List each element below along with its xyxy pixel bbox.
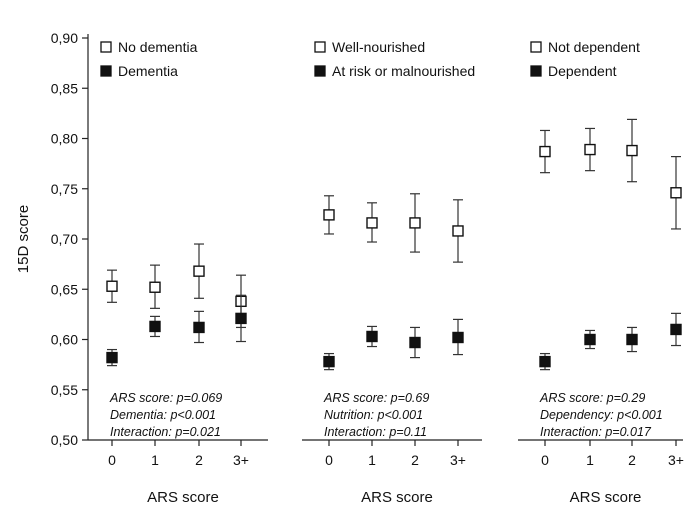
x-axis-label: ARS score [570,489,642,506]
filled-square-point [670,323,682,336]
stats-annotation: Dementia: p<0.001 [110,408,216,422]
open-square-point [193,265,205,277]
x-tick-label: 2 [628,452,636,468]
y-tick-label: 0,60 [51,332,78,348]
x-tick-label: 1 [368,452,376,468]
legend-label: Not dependent [548,39,640,55]
stats-annotation: ARS score: p=0.29 [539,391,645,405]
stats-annotation: Dependency: p<0.001 [540,408,663,422]
legend-label: Dementia [118,63,178,79]
y-tick-label: 0,80 [51,131,78,147]
open-square-point [670,187,682,199]
legend-marker [314,41,326,53]
x-axis-label: ARS score [361,489,433,506]
open-square-point [106,280,118,292]
x-tick-label: 3+ [668,452,684,468]
x-tick-label: 0 [541,452,549,468]
y-axis-label: 15D score [15,205,32,273]
legend-marker [314,65,326,77]
open-square-point [149,281,161,293]
legend-label: At risk or malnourished [332,63,475,79]
filled-square-point [323,355,335,368]
y-tick-label: 0,75 [51,181,78,197]
axes-layer [82,34,683,446]
filled-square-point [539,355,551,368]
legend-label: No dementia [118,39,198,55]
y-tick-label: 0,85 [51,80,78,96]
y-tick-label: 0,50 [51,432,78,448]
filled-square-point [452,331,464,344]
x-tick-label: 1 [151,452,159,468]
filled-square-point [584,333,596,346]
y-tick-label: 0,90 [51,30,78,46]
x-tick-label: 0 [325,452,333,468]
x-tick-label: 0 [108,452,116,468]
open-square-point [366,217,378,229]
filled-square-point [409,336,421,349]
open-square-point [584,143,596,156]
x-tick-label: 2 [195,452,203,468]
legend-label: Dependent [548,63,617,79]
legend-marker [530,41,542,53]
x-axis-label: ARS score [147,489,219,506]
open-square-point [626,144,638,157]
stats-annotation: ARS score: p=0.069 [109,391,222,405]
filled-square-point [626,333,638,346]
x-tick-label: 1 [586,452,594,468]
open-square-point [323,209,335,221]
filled-square-point [106,351,118,364]
y-tick-label: 0,70 [51,231,78,247]
y-tick-label: 0,55 [51,382,78,398]
stats-annotation: Nutrition: p<0.001 [324,408,423,422]
filled-square-point [366,330,378,343]
legend-marker [530,65,542,77]
y-tick-label: 0,65 [51,281,78,297]
stats-annotation: Interaction: p=0.017 [540,425,652,439]
open-square-point [539,145,551,158]
text-layer: 0,50 0,55 0,60 0,65 0,70 0,75 0,80 0,85 0,90 15D … [15,30,684,506]
legend-label: Well-nourished [332,39,425,55]
stats-annotation: Interaction: p=0.021 [110,425,221,439]
filled-square-point [235,312,247,325]
legend-marker [100,65,112,77]
filled-square-point [193,321,205,334]
x-tick-label: 3+ [450,452,466,468]
filled-square-point [149,320,161,333]
open-square-point [452,225,464,237]
open-square-point [409,217,421,229]
stats-annotation: ARS score: p=0.69 [323,391,429,405]
stats-annotation: Interaction: p=0.11 [324,425,427,439]
legend-marker [100,41,112,53]
marks-layer [100,41,682,371]
x-tick-label: 3+ [233,452,249,468]
x-tick-label: 2 [411,452,419,468]
